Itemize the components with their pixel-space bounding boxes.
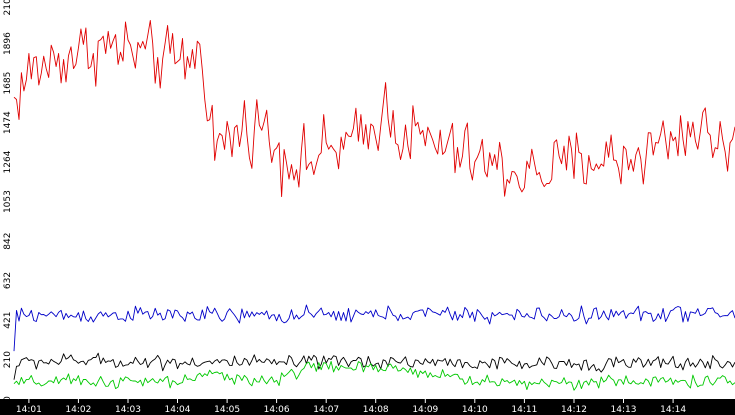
y-axis-tick-labels: 0 210 421 632 842 1053 1264 1474 1685 1896 2107 — [3, 0, 13, 402]
y-tick-label: 1053 — [3, 190, 13, 213]
y-tick-label: 421 — [3, 312, 13, 329]
x-axis-band — [0, 399, 735, 415]
x-tick-label: 14:01 — [16, 405, 42, 415]
y-tick-label: 842 — [3, 233, 13, 250]
series-line-4 — [13, 360, 735, 391]
y-tick-label: 210 — [3, 351, 13, 368]
x-tick-label: 14:06 — [264, 405, 290, 415]
x-axis-ticks: 14:01 14:02 14:03 14:04 14:05 14:06 14:07 14:08… — [16, 399, 686, 415]
series-line-3 — [13, 352, 735, 380]
x-tick-label: 14:08 — [363, 405, 389, 415]
x-tick-label: 14:02 — [65, 405, 91, 415]
x-tick-label: 14:11 — [511, 405, 537, 415]
x-tick-label: 14:04 — [165, 405, 191, 415]
y-tick-label: 632 — [3, 272, 13, 289]
x-tick-label: 14:03 — [115, 405, 141, 415]
x-tick-label: 14:10 — [462, 405, 488, 415]
series-layer — [13, 20, 735, 391]
x-tick-label: 14:13 — [611, 405, 637, 415]
x-tick-label: 14:09 — [412, 405, 438, 415]
y-tick-label: 1264 — [3, 150, 13, 173]
x-tick-label: 14:07 — [313, 405, 339, 415]
series-line-2 — [13, 304, 735, 352]
y-tick-label: 1474 — [3, 111, 13, 134]
y-tick-label: 1685 — [3, 72, 13, 95]
x-tick-label: 14:05 — [214, 405, 240, 415]
y-tick-label: 1896 — [3, 32, 13, 55]
y-tick-label: 0 — [3, 396, 13, 402]
y-tick-label: 2107 — [3, 0, 13, 15]
series-line-1 — [13, 20, 735, 198]
x-tick-label: 14:12 — [561, 405, 587, 415]
x-tick-label: 14:14 — [660, 405, 686, 415]
